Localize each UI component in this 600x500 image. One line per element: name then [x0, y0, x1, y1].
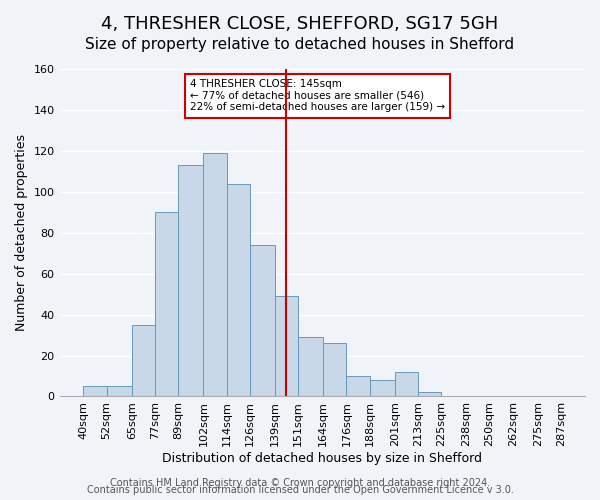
- Bar: [370, 380, 395, 396]
- Bar: [132, 325, 155, 396]
- Bar: [418, 392, 441, 396]
- Bar: [323, 343, 346, 396]
- Text: Contains HM Land Registry data © Crown copyright and database right 2024.: Contains HM Land Registry data © Crown c…: [110, 478, 490, 488]
- Bar: [178, 165, 203, 396]
- Bar: [250, 245, 275, 396]
- Bar: [346, 376, 370, 396]
- Bar: [298, 337, 323, 396]
- Bar: [107, 386, 132, 396]
- Text: 4, THRESHER CLOSE, SHEFFORD, SG17 5GH: 4, THRESHER CLOSE, SHEFFORD, SG17 5GH: [101, 15, 499, 33]
- Bar: [155, 212, 178, 396]
- Bar: [395, 372, 418, 396]
- Bar: [275, 296, 298, 396]
- Y-axis label: Number of detached properties: Number of detached properties: [15, 134, 28, 331]
- Bar: [227, 184, 250, 396]
- Bar: [83, 386, 107, 396]
- X-axis label: Distribution of detached houses by size in Shefford: Distribution of detached houses by size …: [162, 452, 482, 465]
- Text: 4 THRESHER CLOSE: 145sqm
← 77% of detached houses are smaller (546)
22% of semi-: 4 THRESHER CLOSE: 145sqm ← 77% of detach…: [190, 79, 445, 112]
- Text: Size of property relative to detached houses in Shefford: Size of property relative to detached ho…: [85, 38, 515, 52]
- Bar: [203, 153, 227, 396]
- Text: Contains public sector information licensed under the Open Government Licence v : Contains public sector information licen…: [86, 485, 514, 495]
